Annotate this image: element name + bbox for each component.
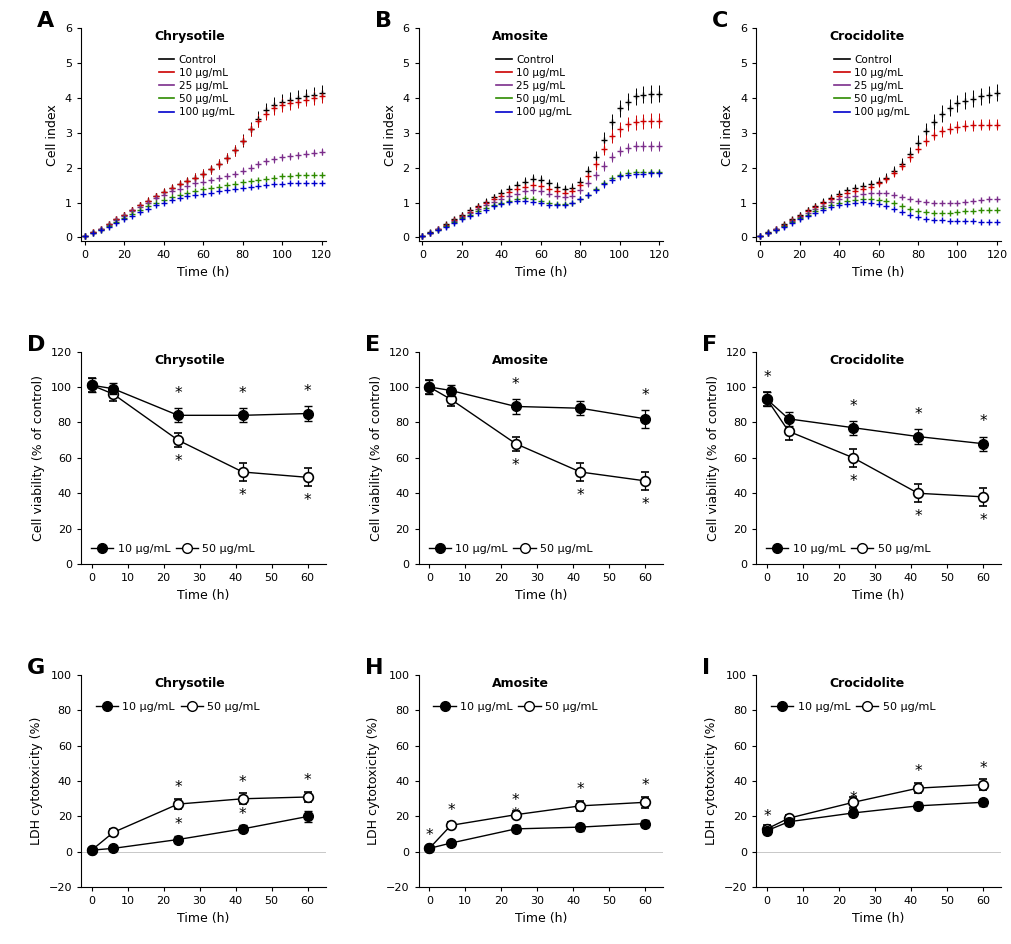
Text: H: H (365, 658, 383, 678)
Text: *: * (447, 803, 455, 818)
Text: *: * (174, 386, 182, 401)
Text: *: * (239, 807, 247, 822)
Text: *: * (641, 497, 649, 512)
Text: A: A (36, 11, 54, 31)
Text: Amosite: Amosite (492, 30, 549, 43)
Text: Crocidolite: Crocidolite (830, 30, 905, 43)
Text: *: * (174, 781, 182, 795)
Text: *: * (763, 370, 770, 385)
Text: E: E (365, 334, 380, 355)
Text: *: * (914, 765, 922, 779)
Y-axis label: Cell viability (% of control): Cell viability (% of control) (708, 375, 721, 541)
Legend: 10 μg/mL, 50 μg/mL: 10 μg/mL, 50 μg/mL (86, 540, 260, 559)
Y-axis label: Cell viability (% of control): Cell viability (% of control) (370, 375, 383, 541)
Text: *: * (979, 513, 987, 528)
Text: B: B (374, 11, 391, 31)
X-axis label: Time (h): Time (h) (852, 265, 905, 278)
Y-axis label: Cell index: Cell index (722, 104, 735, 165)
Text: *: * (849, 398, 857, 413)
Y-axis label: LDH cytotoxicity (%): LDH cytotoxicity (%) (367, 716, 380, 845)
X-axis label: Time (h): Time (h) (177, 589, 229, 601)
Text: Amosite: Amosite (492, 677, 549, 690)
Y-axis label: Cell index: Cell index (384, 104, 397, 165)
X-axis label: Time (h): Time (h) (177, 912, 229, 925)
Text: *: * (979, 414, 987, 430)
Text: *: * (576, 805, 584, 820)
Y-axis label: LDH cytotoxicity (%): LDH cytotoxicity (%) (29, 716, 42, 845)
Text: Chrysotile: Chrysotile (155, 677, 225, 690)
Text: *: * (763, 809, 770, 823)
Text: *: * (914, 509, 922, 524)
Text: *: * (641, 801, 649, 817)
Text: G: G (27, 658, 45, 678)
X-axis label: Time (h): Time (h) (177, 265, 229, 278)
Text: *: * (239, 488, 247, 503)
Text: Chrysotile: Chrysotile (155, 354, 225, 366)
Text: *: * (239, 386, 247, 401)
Legend: Control, 10 μg/mL, 25 μg/mL, 50 μg/mL, 100 μg/mL: Control, 10 μg/mL, 25 μg/mL, 50 μg/mL, 1… (492, 51, 576, 122)
Legend: 10 μg/mL, 50 μg/mL: 10 μg/mL, 50 μg/mL (761, 540, 935, 559)
Text: *: * (239, 775, 247, 790)
Text: *: * (914, 784, 922, 799)
Text: I: I (703, 658, 711, 678)
Text: Crocidolite: Crocidolite (830, 677, 905, 690)
Text: *: * (174, 454, 182, 469)
Legend: 10 μg/mL, 50 μg/mL: 10 μg/mL, 50 μg/mL (766, 698, 939, 716)
Text: C: C (712, 11, 729, 31)
Text: *: * (512, 378, 520, 393)
Text: *: * (303, 773, 311, 788)
Text: *: * (303, 793, 311, 808)
Y-axis label: LDH cytotoxicity (%): LDH cytotoxicity (%) (705, 716, 718, 845)
Text: *: * (849, 474, 857, 489)
Text: *: * (849, 791, 857, 806)
Text: *: * (576, 782, 584, 797)
X-axis label: Time (h): Time (h) (515, 589, 567, 601)
Legend: 10 μg/mL, 50 μg/mL: 10 μg/mL, 50 μg/mL (424, 540, 598, 559)
Text: *: * (641, 388, 649, 403)
Y-axis label: Cell viability (% of control): Cell viability (% of control) (32, 375, 45, 541)
Text: *: * (576, 488, 584, 503)
Text: *: * (174, 818, 182, 833)
Text: *: * (979, 761, 987, 776)
Text: *: * (512, 793, 520, 808)
Y-axis label: Cell index: Cell index (47, 104, 60, 165)
Legend: 10 μg/mL, 50 μg/mL: 10 μg/mL, 50 μg/mL (429, 698, 602, 716)
Text: *: * (426, 828, 433, 843)
X-axis label: Time (h): Time (h) (852, 912, 905, 925)
Legend: Control, 10 μg/mL, 25 μg/mL, 50 μg/mL, 100 μg/mL: Control, 10 μg/mL, 25 μg/mL, 50 μg/mL, 1… (830, 51, 914, 122)
Legend: 10 μg/mL, 50 μg/mL: 10 μg/mL, 50 μg/mL (91, 698, 264, 716)
Text: *: * (303, 494, 311, 508)
Text: *: * (979, 781, 987, 795)
Text: Amosite: Amosite (492, 354, 549, 366)
Text: Chrysotile: Chrysotile (155, 30, 225, 43)
Text: D: D (27, 334, 45, 355)
Legend: Control, 10 μg/mL, 25 μg/mL, 50 μg/mL, 100 μg/mL: Control, 10 μg/mL, 25 μg/mL, 50 μg/mL, 1… (155, 51, 239, 122)
X-axis label: Time (h): Time (h) (852, 589, 905, 601)
Text: F: F (703, 334, 718, 355)
X-axis label: Time (h): Time (h) (515, 265, 567, 278)
Text: Crocidolite: Crocidolite (830, 354, 905, 366)
Text: *: * (914, 408, 922, 422)
Text: *: * (512, 458, 520, 473)
X-axis label: Time (h): Time (h) (515, 912, 567, 925)
Text: *: * (303, 384, 311, 399)
Text: *: * (641, 779, 649, 794)
Text: *: * (512, 807, 520, 822)
